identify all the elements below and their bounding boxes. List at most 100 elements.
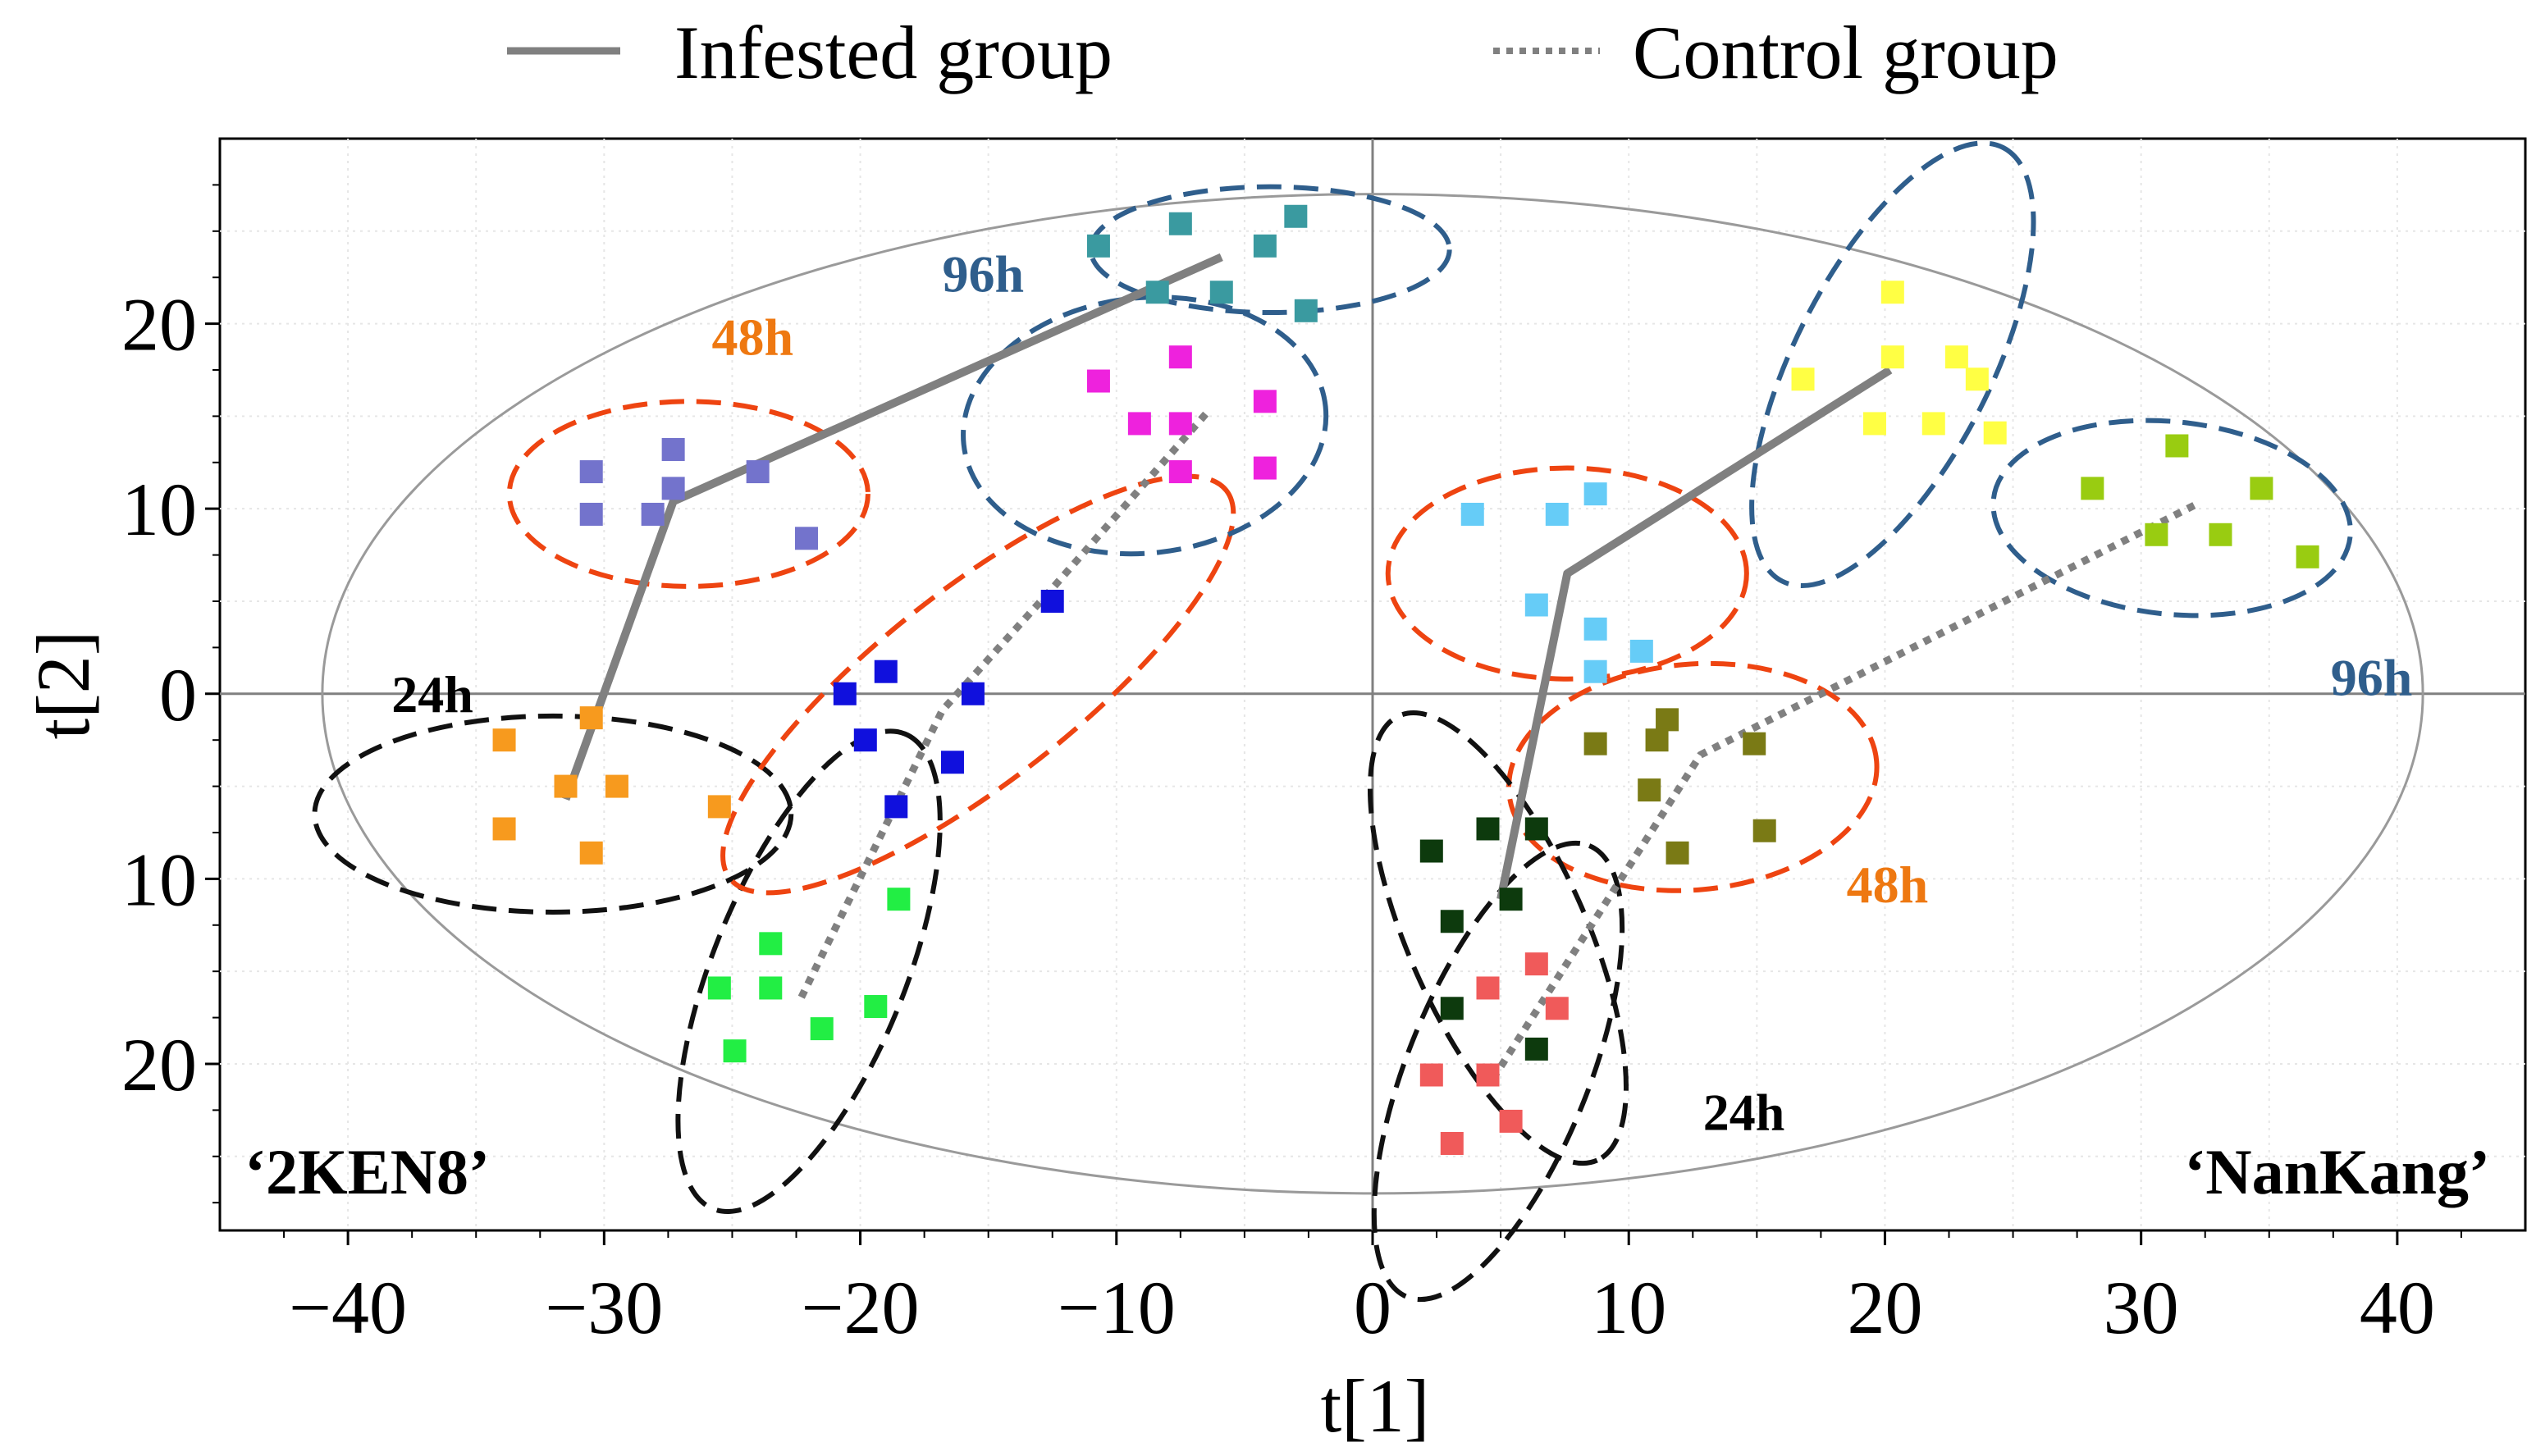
data-point — [1583, 660, 1607, 683]
series-2ken8-infested-96h — [1086, 204, 1318, 322]
series-2ken8-infested-24h — [492, 706, 731, 865]
series-2ken8-infested-48h — [579, 437, 818, 550]
data-point — [810, 1017, 834, 1041]
cluster-ellipse-nankang-infested-96h — [1749, 140, 2036, 589]
data-point — [605, 774, 628, 798]
cluster-ellipse-2ken8-control-96h — [961, 294, 1329, 557]
data-point — [1209, 281, 1233, 304]
data-point — [1921, 412, 1945, 436]
data-point — [1419, 839, 1443, 863]
data-point — [1743, 732, 1766, 755]
data-point — [1524, 952, 1548, 976]
data-point — [1880, 281, 1904, 304]
data-point — [2209, 523, 2232, 546]
y-axis-title: t[2] — [21, 631, 105, 740]
cluster-ellipse-2ken8-control-24h — [675, 728, 943, 1214]
data-point — [1145, 281, 1169, 304]
time-labels: 24h 48h 96h 48h 96h 24h — [391, 245, 2412, 1142]
data-point — [579, 706, 603, 730]
data-point — [2145, 523, 2168, 546]
cultivar-label-nankang: ‘NanKang’ — [2184, 1136, 2490, 1207]
y-tick-label: 10 — [121, 468, 197, 551]
cluster-ellipse-2ken8-infested-24h — [312, 713, 794, 915]
series-nankang-infested-48h — [1583, 708, 1776, 865]
time-label-48h: 48h — [1847, 856, 1929, 914]
x-tick-label: 40 — [2360, 1266, 2435, 1349]
data-point — [554, 774, 578, 798]
data-point — [1440, 910, 1464, 933]
2ken8-infested-trajectory — [561, 253, 1223, 801]
cluster-ellipse-2ken8-infested-96h — [1088, 184, 1452, 316]
time-label-24h: 24h — [391, 665, 473, 723]
cluster-ellipse-nankang-infested-48h — [1506, 660, 1880, 893]
data-point — [1524, 593, 1548, 617]
data-point — [1629, 639, 1653, 663]
data-point — [1168, 460, 1192, 484]
data-point — [940, 751, 964, 774]
data-point — [1419, 1063, 1443, 1087]
y-tick-labels: 20 10 0 10 20 — [121, 283, 197, 1107]
series-2ken8-control-24h — [707, 888, 911, 1063]
cluster-ellipse-2ken8-infested-48h — [506, 399, 870, 589]
nankang-control-trajectory — [1489, 501, 2197, 1081]
data-point — [707, 795, 731, 819]
data-point — [2250, 477, 2273, 500]
series-nankang-control-48h — [1460, 482, 1653, 683]
data-point — [1583, 482, 1607, 506]
x-tick-label: 0 — [1354, 1266, 1391, 1349]
data-point — [661, 437, 685, 461]
data-point — [1086, 369, 1110, 393]
data-point — [1645, 728, 1669, 752]
2ken8-control-trajectory — [797, 408, 1212, 999]
time-label-48h: 48h — [711, 308, 793, 366]
data-point — [2165, 434, 2189, 458]
legend: Infested group Control group — [507, 11, 2059, 94]
data-point — [1440, 997, 1464, 1020]
x-tick-label: 20 — [1847, 1266, 1922, 1349]
data-point — [1666, 841, 1689, 865]
data-point — [2296, 545, 2319, 568]
x-tick-label: −10 — [1058, 1266, 1176, 1349]
data-point — [1476, 1063, 1500, 1087]
data-point — [1944, 345, 1968, 369]
x-axis-title: t[1] — [1321, 1364, 1430, 1448]
data-point — [2081, 477, 2104, 500]
data-points — [492, 204, 2319, 1155]
data-point — [833, 682, 857, 705]
data-point — [1476, 976, 1500, 1000]
data-point — [661, 477, 685, 500]
data-point — [1499, 1109, 1523, 1133]
data-point — [1965, 367, 1989, 391]
cluster-ellipse-nankang-control-96h — [1990, 418, 2353, 618]
y-tick-label: 20 — [121, 1023, 197, 1107]
cluster-ellipse-2ken8-control-48h — [720, 473, 1236, 896]
time-label-24h: 24h — [1703, 1084, 1785, 1142]
data-point — [1440, 1131, 1464, 1155]
data-point — [1791, 367, 1815, 391]
data-point — [579, 460, 603, 484]
data-point — [1086, 234, 1110, 258]
data-point — [579, 502, 603, 526]
series-2ken8-control-48h — [833, 589, 1064, 819]
data-point — [1983, 421, 2007, 445]
data-point — [1253, 390, 1277, 413]
series-nankang-control-24h — [1419, 952, 1569, 1155]
data-point — [1040, 589, 1064, 613]
data-point — [1656, 708, 1679, 732]
time-label-96h: 96h — [942, 245, 1024, 304]
x-tick-labels: −40 −30 −20 −10 0 10 20 30 40 — [289, 1266, 2435, 1349]
nankang-infested-trajectory — [1496, 366, 1893, 901]
cluster-ellipse-nankang-control-48h — [1385, 465, 1749, 682]
data-point — [1545, 502, 1569, 526]
data-point — [1168, 345, 1192, 369]
data-point — [794, 527, 818, 550]
cluster-ellipses — [312, 140, 2353, 1303]
y-tick-label: 0 — [159, 653, 197, 737]
data-point — [707, 976, 731, 1000]
data-point — [864, 995, 888, 1019]
data-point — [1583, 617, 1607, 641]
data-point — [1476, 817, 1500, 841]
data-point — [759, 976, 783, 1000]
y-tick-label: 10 — [121, 838, 197, 921]
